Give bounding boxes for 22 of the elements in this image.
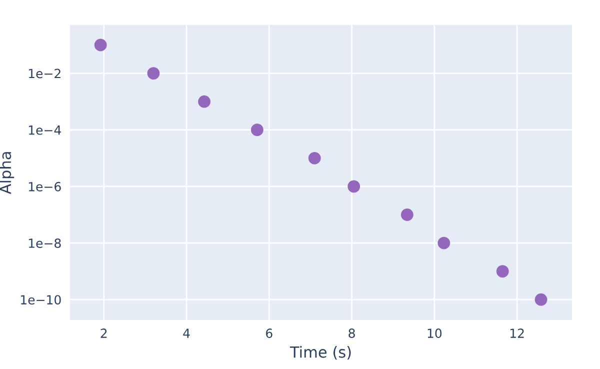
y-tick-label: 1e−10 (21, 295, 61, 305)
point (94, 38, 107, 52)
y-tick-label: 1e−2 (28, 68, 60, 78)
point (198, 95, 210, 108)
point (348, 180, 360, 193)
x-tick-label: 12 (510, 328, 524, 338)
x-tick-label: 10 (428, 328, 442, 338)
point (308, 152, 321, 164)
point (438, 236, 450, 250)
x-tick-label: 4 (183, 328, 190, 338)
y-tick-label: 1e−4 (28, 126, 61, 135)
x-tick-label: 8 (348, 328, 355, 338)
y-tick-label: 1e−8 (28, 238, 61, 248)
point (400, 208, 414, 221)
y-tick-label: 1e−6 (28, 182, 61, 192)
x-tick-label: 6 (266, 328, 272, 338)
point (496, 265, 509, 278)
x-tick-label: 2 (100, 328, 107, 338)
point (250, 124, 264, 136)
point (147, 67, 160, 80)
x-axis-title: Time (s) (290, 346, 351, 360)
point (534, 293, 548, 306)
